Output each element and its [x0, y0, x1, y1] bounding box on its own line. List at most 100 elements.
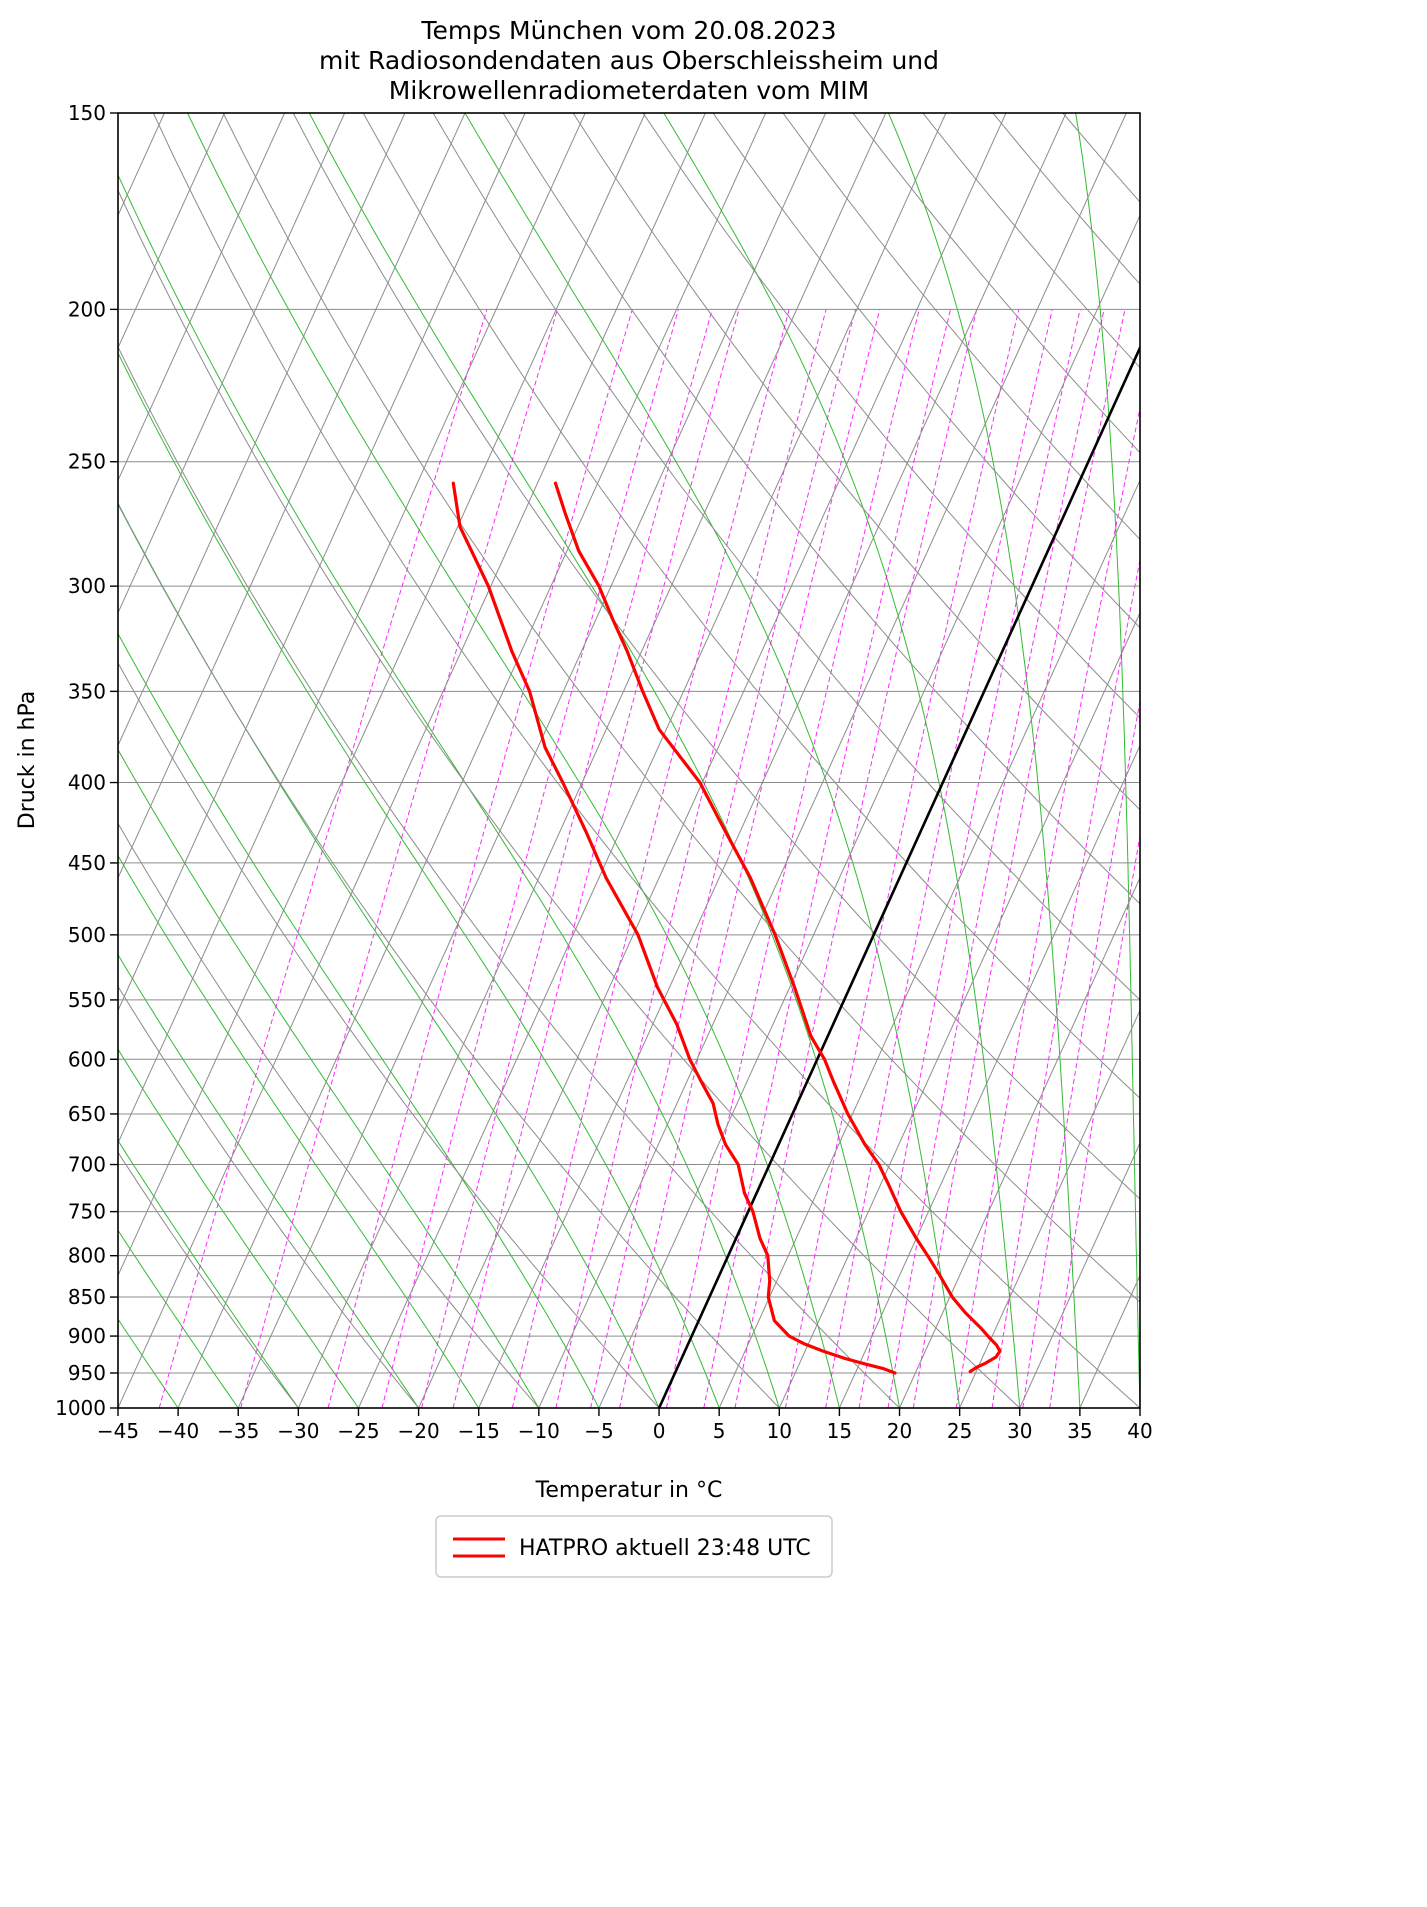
moist-adiabat-line — [118, 351, 720, 1408]
dry-adiabat-line — [118, 189, 1021, 1408]
moist-adiabat-line — [118, 1139, 299, 1408]
moist-adiabat-line — [118, 748, 540, 1408]
x-tick-label: 35 — [1067, 1419, 1092, 1443]
moist-adiabat-line — [888, 113, 1081, 1408]
dry-adiabat-line — [642, 113, 1140, 719]
mixing-ratio-line — [1049, 832, 1140, 1408]
x-tick-label: 20 — [887, 1419, 912, 1443]
legend-label: HATPRO aktuell 23:48 UTC — [519, 1536, 811, 1561]
y-tick-label: 150 — [68, 101, 106, 125]
plot-frame — [117, 112, 1141, 1409]
mixing-ratio-line — [590, 309, 856, 1408]
legend: HATPRO aktuell 23:48 UTC — [435, 1515, 833, 1578]
mixing-ratio-line — [734, 309, 978, 1408]
isotherm-line — [418, 113, 1007, 1408]
moist-adiabat-line — [663, 113, 1021, 1408]
isotherm-line — [838, 744, 1140, 1408]
dry-adiabat-line — [782, 113, 1140, 541]
dry-adiabat-line — [292, 113, 1140, 1200]
y-tick-label: 800 — [68, 1244, 106, 1268]
mixing-ratio-line — [555, 309, 827, 1408]
y-tick-label: 450 — [68, 851, 106, 875]
isotherm-line — [538, 113, 1127, 1408]
isotherm-line — [1019, 1141, 1140, 1408]
mixing-ratio-line — [327, 309, 633, 1408]
mixing-ratio-line — [1022, 698, 1140, 1408]
y-tick-label: 300 — [68, 574, 106, 598]
isotherm-line — [899, 876, 1140, 1408]
mixing-ratio-line — [421, 309, 713, 1408]
isotherm-line — [118, 113, 286, 482]
moist-adiabat-line — [187, 113, 840, 1408]
x-tick-label: 0 — [653, 1419, 666, 1443]
isotherm-line — [118, 113, 526, 1012]
chart-title-line-2: mit Radiosondendaten aus Oberschleisshei… — [319, 46, 939, 75]
isotherm-line — [959, 1009, 1140, 1408]
moist-adiabat-line — [308, 113, 900, 1408]
y-axis-label: Druck in hPa — [15, 691, 40, 830]
x-tick-label: −35 — [217, 1419, 259, 1443]
y-tick-label: 950 — [68, 1361, 106, 1385]
chart-title-line-1: Temps München vom 20.08.2023 — [420, 16, 836, 45]
isotherm-line — [358, 113, 947, 1408]
x-axis-label: Temperatur in °C — [535, 1478, 723, 1503]
legend-box — [435, 1515, 833, 1578]
x-tick-label: 10 — [767, 1419, 792, 1443]
x-tick-label: 5 — [713, 1419, 726, 1443]
axes-layer: −45 −40 −35 −30 −25 −20 −15 −10 −5 0 5 10 15 20 25 30 35… — [55, 101, 1153, 1443]
y-tick-label: 600 — [68, 1047, 106, 1071]
x-tick-label: 25 — [947, 1419, 972, 1443]
x-tick-label: −25 — [337, 1419, 379, 1443]
y-tick-label: 1000 — [55, 1396, 106, 1420]
y-tick-label: 700 — [68, 1153, 106, 1177]
dry-adiabat-line — [992, 113, 1140, 285]
isotherm-line — [118, 113, 586, 1145]
moist-adiabat-line — [118, 1229, 239, 1408]
dry-adiabat-line — [712, 113, 1140, 629]
mixing-ratio-line — [452, 309, 740, 1408]
dry-adiabat-line — [118, 985, 419, 1408]
x-tick-label: 30 — [1007, 1419, 1032, 1443]
isotherm-line — [1139, 1406, 1140, 1408]
mixing-ratio-line — [665, 309, 920, 1408]
moist-adiabat-line — [464, 113, 961, 1408]
isotherm-line — [118, 113, 406, 747]
isotherm-line — [118, 113, 706, 1408]
dry-adiabat-line — [118, 1151, 299, 1408]
y-tick-label: 350 — [68, 679, 106, 703]
dry-adiabat-line — [118, 661, 660, 1408]
y-tick-label: 750 — [68, 1200, 106, 1224]
isotherm-line — [177, 113, 767, 1408]
dry-adiabat-line — [118, 503, 780, 1408]
dry-adiabat-line — [152, 113, 1140, 1408]
y-tick-label: 900 — [68, 1324, 106, 1348]
mixing-ratio-line — [955, 405, 1140, 1408]
mixing-ratio-line — [158, 309, 488, 1408]
mixing-ratio-line — [991, 557, 1140, 1408]
mixing-ratio-line — [825, 309, 1053, 1408]
y-tick-label: 500 — [68, 923, 106, 947]
isotherm-line — [598, 214, 1140, 1408]
moist-adiabat-line — [118, 632, 600, 1408]
dry-adiabat-line — [362, 113, 1140, 1099]
dry-adiabat-line — [922, 113, 1140, 369]
y-tick-label: 650 — [68, 1102, 106, 1126]
mixing-ratio-line — [912, 309, 1126, 1408]
isotherm-line — [237, 113, 827, 1408]
mixing-ratio-line — [511, 309, 790, 1408]
temperature-curve — [553, 481, 1002, 1374]
isotherm-line — [118, 113, 646, 1277]
x-tick-label: −15 — [458, 1419, 500, 1443]
y-tick-label: 550 — [68, 988, 106, 1012]
x-tick-label: −30 — [277, 1419, 319, 1443]
dry-adiabat-line — [222, 113, 1140, 1303]
dry-adiabat-line — [1062, 113, 1140, 203]
x-tick-label: −5 — [584, 1419, 613, 1443]
mixing-ratio-line — [381, 309, 679, 1408]
isotherm-line — [718, 479, 1140, 1408]
isotherm-line — [478, 113, 1067, 1408]
y-tick-label: 850 — [68, 1285, 106, 1309]
dry-adiabat-line — [572, 113, 1140, 811]
